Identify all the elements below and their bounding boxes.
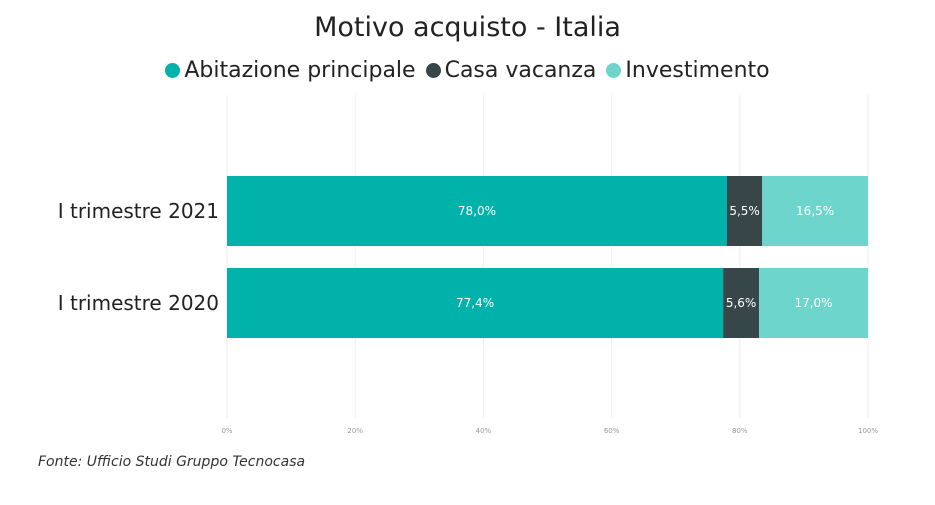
- data-label-1-1: 5,6%: [726, 296, 757, 310]
- x-tick-label-5: 100%: [858, 427, 878, 435]
- bar-0-0: [227, 176, 727, 246]
- source-note: Fonte: Ufficio Studi Gruppo Tecnocasa: [38, 454, 306, 470]
- x-tick-label-4: 80%: [732, 427, 748, 435]
- x-tick-label-3: 60%: [604, 427, 620, 435]
- legend-marker-0: [165, 63, 181, 78]
- data-label-0-0: 78,0%: [458, 204, 496, 218]
- data-label-1-2: 17,0%: [794, 296, 832, 310]
- x-tick-label-1: 20%: [347, 427, 363, 435]
- bar-0-1: [726, 176, 763, 246]
- legend-label-1: Casa vacanza: [444, 58, 597, 83]
- legend-item-0: Abitazione principale: [165, 58, 416, 83]
- data-label-0-2: 16,5%: [796, 204, 834, 218]
- category-label-1: I trimestre 2020: [58, 291, 219, 315]
- chart-legend: Abitazione principale Casa vacanza Investi…: [0, 58, 935, 83]
- legend-label-0: Abitazione principale: [184, 58, 416, 83]
- bar-0-2: [762, 176, 868, 246]
- legend-marker-1: [425, 63, 441, 78]
- legend-label-2: Investimento: [625, 58, 770, 83]
- data-label-0-1: 5,5%: [729, 204, 760, 218]
- legend-item-1: Casa vacanza: [425, 58, 597, 83]
- chart-title: Motivo acquisto - Italia: [314, 12, 621, 43]
- bar-1-1: [723, 268, 760, 338]
- bar-1-2: [759, 268, 868, 338]
- legend-item-2: Investimento: [606, 58, 770, 83]
- x-tick-label-2: 40%: [476, 427, 492, 435]
- bar-1-0: [227, 268, 724, 338]
- x-tick-label-0: 0%: [221, 427, 232, 435]
- legend-marker-2: [606, 63, 622, 78]
- category-label-0: I trimestre 2021: [58, 199, 219, 223]
- data-label-1-0: 77,4%: [456, 296, 494, 310]
